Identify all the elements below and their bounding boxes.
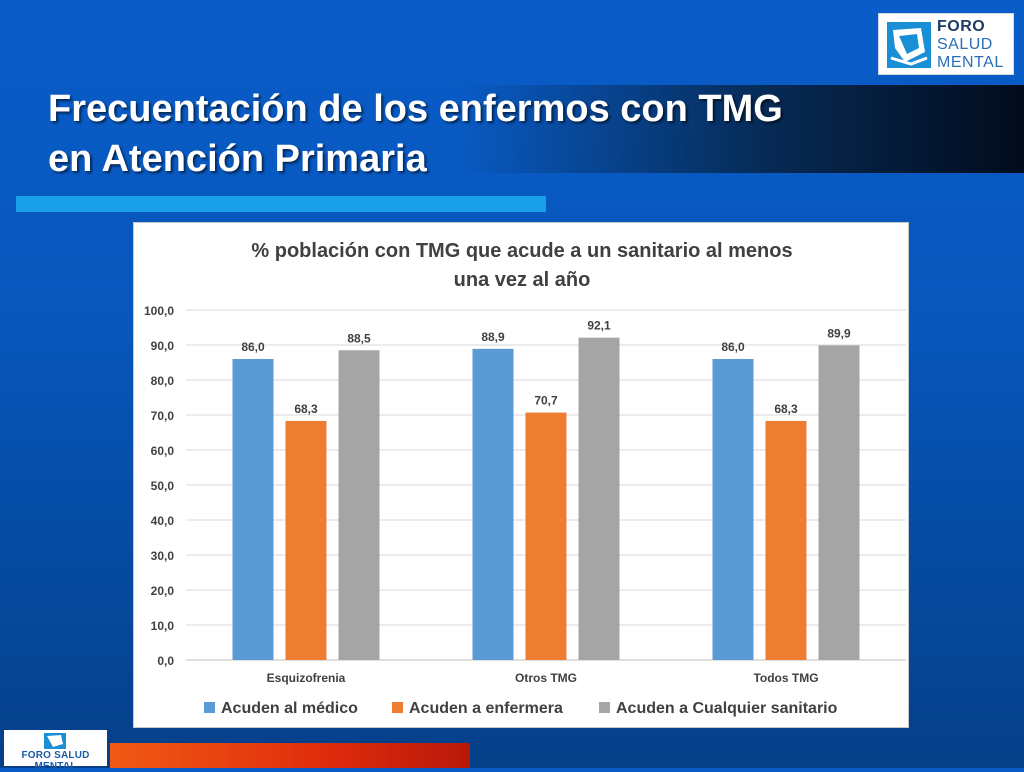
bar-chart: % población con TMG que acude a un sanit… bbox=[144, 240, 906, 717]
legend: Acuden al médico Acuden a enfermera Acuden… bbox=[204, 700, 838, 717]
bar bbox=[525, 412, 567, 660]
data-label: 86,0 bbox=[721, 340, 745, 354]
y-tick-label: 40,0 bbox=[151, 514, 175, 528]
footer-logo-text: FORO SALUD MENTAL bbox=[21, 750, 90, 772]
logo-text: FORO SALUD MENTAL bbox=[937, 18, 1004, 72]
data-label: 89,9 bbox=[827, 326, 851, 340]
y-tick-label: 10,0 bbox=[151, 619, 175, 633]
y-tick-label: 20,0 bbox=[151, 584, 175, 598]
y-tick-label: 50,0 bbox=[151, 479, 175, 493]
data-label: 68,3 bbox=[294, 402, 318, 416]
data-label: 88,9 bbox=[481, 330, 505, 344]
logo-text-line2: SALUD bbox=[937, 36, 993, 53]
footer-logo-icon bbox=[44, 733, 66, 749]
logo-text-line1: FORO bbox=[937, 18, 986, 35]
data-label: 92,1 bbox=[587, 319, 611, 333]
x-tick-label: Esquizofrenia bbox=[267, 671, 346, 685]
chart-title-line1: % población con TMG que acude a un sanit… bbox=[251, 240, 792, 262]
foro-salud-mental-logo-icon bbox=[887, 22, 931, 68]
bar bbox=[232, 359, 274, 660]
y-tick-label: 90,0 bbox=[151, 339, 175, 353]
bar bbox=[472, 348, 514, 660]
legend-swatch bbox=[599, 702, 610, 713]
data-label: 70,7 bbox=[534, 394, 558, 408]
y-tick-label: 30,0 bbox=[151, 549, 175, 563]
footer-logo: FORO SALUD MENTAL bbox=[4, 730, 107, 772]
y-tick-label: 70,0 bbox=[151, 409, 175, 423]
y-tick-label: 80,0 bbox=[151, 374, 175, 388]
y-tick-label: 0,0 bbox=[157, 654, 174, 668]
data-label: 88,5 bbox=[347, 331, 371, 345]
chart-title-line2: una vez al año bbox=[454, 269, 591, 291]
x-axis-tick-labels: Esquizofrenia Otros TMG Todos TMG bbox=[267, 671, 819, 685]
data-label: 68,3 bbox=[774, 402, 798, 416]
data-label: 86,0 bbox=[241, 340, 265, 354]
y-tick-label: 100,0 bbox=[144, 304, 174, 318]
slide-title-line2: en Atención Primaria bbox=[48, 138, 427, 180]
title-band bbox=[0, 85, 1024, 173]
bar bbox=[578, 337, 620, 660]
y-axis-tick-labels: 0,0 10,0 20,0 30,0 40,0 50,0 60,0 70,0 80,0 90,0 1… bbox=[144, 304, 174, 668]
bar bbox=[765, 420, 807, 660]
footer-bar bbox=[110, 743, 470, 768]
bar bbox=[818, 345, 860, 660]
title-underline bbox=[16, 196, 546, 212]
logo-text-line3: MENTAL bbox=[937, 54, 1004, 71]
legend-swatch bbox=[204, 702, 215, 713]
legend-label: Acuden a enfermera bbox=[409, 700, 563, 717]
data-labels: 86,0 68,3 88,5 88,9 70,7 92,1 86,0 68,3 89,9 bbox=[241, 319, 851, 416]
legend-label: Acuden a Cualquier sanitario bbox=[616, 700, 838, 717]
slide-title: Frecuentación de los enfermos con TMG en… bbox=[48, 84, 948, 184]
legend-label: Acuden al médico bbox=[221, 700, 358, 717]
bars bbox=[232, 337, 860, 660]
x-tick-label: Otros TMG bbox=[515, 671, 577, 685]
y-tick-label: 60,0 bbox=[151, 444, 175, 458]
chart-panel: % población con TMG que acude a un sanit… bbox=[133, 222, 909, 728]
slide-title-line1: Frecuentación de los enfermos con TMG bbox=[48, 88, 783, 130]
bar bbox=[338, 350, 380, 660]
foro-salud-mental-logo: FORO SALUD MENTAL bbox=[878, 13, 1014, 75]
bar bbox=[285, 420, 327, 660]
bar bbox=[712, 359, 754, 660]
x-tick-label: Todos TMG bbox=[753, 671, 818, 685]
legend-swatch bbox=[392, 702, 403, 713]
